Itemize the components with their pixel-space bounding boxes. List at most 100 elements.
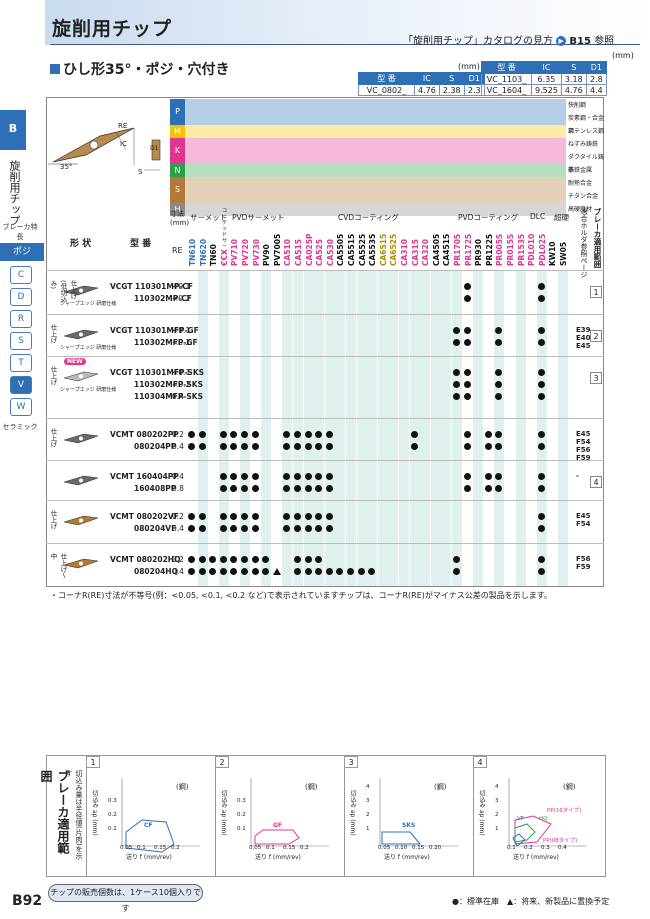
- grade-col-strip: [399, 270, 409, 586]
- grade-col-pr015s: PR015S: [506, 233, 515, 266]
- shape-tab-v[interactable]: V: [10, 376, 32, 394]
- stock-dot: [315, 556, 323, 563]
- corner-radius: <0.1: [172, 326, 191, 335]
- insert-icon: [63, 515, 99, 526]
- row-sub-label: シャープエッジ 研磨仕様: [60, 345, 117, 351]
- new-badge: NEW: [64, 358, 86, 365]
- shape-tab-t[interactable]: T: [10, 354, 32, 372]
- shape-tab-s[interactable]: S: [10, 332, 32, 350]
- model-number[interactable]: 110302MFP-GF: [134, 338, 198, 347]
- iso-code-n: N: [170, 164, 185, 177]
- stock-dot: [219, 443, 227, 450]
- stock-dot: [537, 431, 545, 438]
- dims-right-table: 型 番 IC S D1 VC_1103_ 6.35 3.18 2.8 VC_1604_ 9.5…: [481, 61, 607, 96]
- model-number[interactable]: VCGT 110301MP-CF: [110, 282, 193, 291]
- grade-col-strip: [494, 270, 505, 586]
- stock-dot: [294, 485, 301, 492]
- grade-col-pr930: PR930: [474, 239, 484, 266]
- stock-dot: [304, 556, 312, 563]
- chart-ytick: 2: [366, 812, 370, 818]
- model-number[interactable]: 080204PP: [134, 442, 177, 451]
- grade-col-strip: [452, 270, 462, 586]
- row-group-label: 仕上げ: [49, 428, 57, 448]
- holder-ref[interactable]: E45 F54: [576, 512, 591, 528]
- chart-ytick: 3: [366, 798, 370, 804]
- shape-tab-c[interactable]: C: [10, 266, 32, 284]
- shape-tab-w[interactable]: W: [10, 398, 32, 416]
- breaker-chart-plot: [379, 778, 458, 847]
- shape-tab-d[interactable]: D: [10, 288, 32, 306]
- stock-dot: [304, 525, 312, 532]
- model-number[interactable]: 110302MP-CF: [134, 294, 192, 303]
- holder-ref[interactable]: E39 E40 E45: [576, 326, 591, 350]
- iso-code-m: M: [170, 125, 185, 138]
- stock-dot: [230, 513, 238, 520]
- th-s: S: [438, 72, 465, 85]
- stock-dot: [495, 327, 503, 334]
- insert-icon: [63, 285, 99, 296]
- model-number[interactable]: VCMT 080202HQ: [110, 555, 181, 564]
- chart-xlabel: 送り f (mm/rev): [513, 854, 559, 861]
- row-divider: [46, 460, 604, 461]
- corner-radius: 0.2: [172, 555, 184, 564]
- stock-dot: [294, 473, 301, 480]
- breaker-chart-4: [473, 756, 599, 876]
- grade-col-pv730: PV730: [251, 239, 261, 266]
- sidebar-posi-tab[interactable]: ポジ: [0, 243, 44, 261]
- stock-dot: [262, 568, 270, 575]
- model-number[interactable]: 080204HQ: [134, 567, 178, 576]
- stock-dot: [304, 485, 312, 492]
- grade-col-strip: [515, 270, 526, 586]
- chart-unit: (鋼): [563, 783, 576, 791]
- th-d1: D1: [585, 61, 607, 74]
- stock-dot: [537, 556, 545, 563]
- breaker-range-num[interactable]: 1: [590, 286, 602, 298]
- model-number[interactable]: 110302MFP-SKS: [134, 380, 203, 389]
- breaker-range-num[interactable]: 2: [590, 330, 602, 342]
- td: VC_1103_: [481, 73, 532, 85]
- grade-col-strip: [558, 270, 568, 586]
- chart-xtick: 0.15: [412, 845, 425, 851]
- stock-dot: [325, 513, 333, 520]
- sidebar-ceramic[interactable]: セラミック: [2, 423, 38, 431]
- shape-tab-r[interactable]: R: [10, 310, 32, 328]
- breaker-chart-2: [215, 756, 341, 876]
- grade-col-strip: [346, 270, 356, 586]
- iso-label: 高硬度材: [568, 206, 593, 213]
- stock-dot: [463, 339, 471, 346]
- stock-dot: [219, 568, 227, 575]
- breaker-range-num[interactable]: 3: [590, 372, 602, 384]
- iso-band-m: [185, 125, 566, 138]
- model-number[interactable]: VCGT 110301MFP-SKS: [110, 368, 205, 377]
- section-tab-b[interactable]: B: [0, 110, 26, 150]
- grade-col-pr1535: PR1535: [516, 233, 526, 266]
- corner-radius: 0.4: [172, 567, 184, 576]
- diagram-angle: 35°: [60, 163, 73, 171]
- holder-ref[interactable]: E45 F54 F56 F59: [576, 430, 591, 462]
- holder-ref[interactable]: -: [576, 472, 579, 480]
- row-divider: [46, 543, 604, 544]
- model-number[interactable]: 080204VF: [134, 524, 177, 533]
- holder-ref[interactable]: F56 F59: [576, 555, 591, 571]
- stock-dot: [294, 431, 301, 438]
- iso-label: 耐熱合金: [568, 180, 593, 187]
- dims-right-unit: (mm): [612, 51, 634, 60]
- breaker-range-panel: [46, 755, 606, 877]
- chart-ylabel: 切込み ap (mm): [91, 790, 98, 836]
- breaker-range-num[interactable]: 4: [590, 476, 602, 488]
- stock-dot: [463, 381, 471, 388]
- stock-dot: [537, 381, 545, 388]
- catalog-link[interactable]: 「旋削用チップ」カタログの見方 ▶ B15 参照: [403, 32, 614, 47]
- model-number[interactable]: VCGT 110301MFP-GF: [110, 326, 199, 335]
- model-number[interactable]: 110304MFP-SKS: [134, 392, 203, 401]
- stock-dot: [495, 431, 503, 438]
- iso-code-h: H: [170, 203, 185, 216]
- stock-dot: [484, 443, 492, 450]
- sidebar-breaker-feature[interactable]: ブレーカ特長: [2, 223, 38, 241]
- model-number[interactable]: 160408PP: [134, 484, 177, 493]
- row-sub-label: シャープエッジ 研磨仕様: [60, 301, 117, 307]
- model-number[interactable]: VCMT 080202PP: [110, 430, 179, 439]
- model-number[interactable]: VCMT 160404PP: [110, 472, 179, 481]
- stock-dot: [537, 525, 545, 532]
- model-number[interactable]: VCMT 080202VF: [110, 512, 179, 521]
